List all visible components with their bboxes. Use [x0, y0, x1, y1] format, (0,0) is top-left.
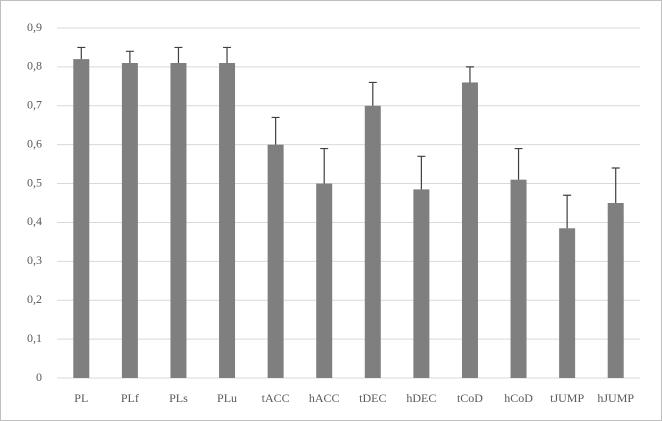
y-tick-label: 0,4	[27, 214, 42, 228]
y-tick-label: 0,8	[27, 59, 42, 73]
y-tick-label: 0,2	[27, 292, 42, 306]
x-tick-label: PL	[74, 391, 88, 405]
bar	[121, 63, 138, 378]
bar	[510, 179, 527, 378]
x-tick-label: hACC	[309, 391, 340, 405]
error-bar	[514, 147, 523, 180]
bar	[316, 183, 333, 378]
x-tick-label: tDEC	[359, 391, 386, 405]
error-bar	[417, 155, 426, 190]
bar	[364, 105, 381, 379]
y-tick-label: 0,6	[27, 136, 42, 150]
error-bar	[563, 194, 572, 229]
x-tick-label: hJUMP	[597, 391, 634, 405]
y-tick-label: 0,5	[27, 175, 42, 189]
y-tick-label: 0,1	[27, 331, 42, 345]
error-bar	[223, 46, 232, 63]
error-bar	[174, 46, 183, 63]
error-bar	[368, 81, 377, 106]
error-bar	[271, 116, 280, 145]
error-bar	[611, 167, 620, 203]
x-tick-label: PLs	[169, 391, 188, 405]
bar	[219, 63, 236, 378]
error-bar	[320, 147, 329, 184]
bar	[170, 63, 187, 378]
error-bar	[465, 66, 474, 83]
x-tick-label: tCoD	[457, 391, 483, 405]
bar	[559, 228, 576, 378]
y-tick-label: 0,7	[27, 98, 42, 112]
bar	[461, 82, 478, 378]
x-tick-label: PLu	[217, 391, 237, 405]
error-bar	[77, 46, 86, 60]
x-tick-label: PLf	[121, 391, 139, 405]
bar	[413, 189, 430, 378]
x-tick-label: tJUMP	[550, 391, 584, 405]
bar	[267, 144, 284, 378]
bar	[607, 203, 624, 378]
x-tick-label: tACC	[262, 391, 290, 405]
y-tick-label: 0,9	[27, 20, 42, 34]
y-tick-label: 0,3	[27, 253, 42, 267]
error-bar	[125, 50, 134, 63]
x-tick-label: hCoD	[504, 391, 533, 405]
x-tick-label: hDEC	[406, 391, 436, 405]
y-tick-label: 0	[36, 370, 42, 384]
bar	[73, 59, 90, 378]
